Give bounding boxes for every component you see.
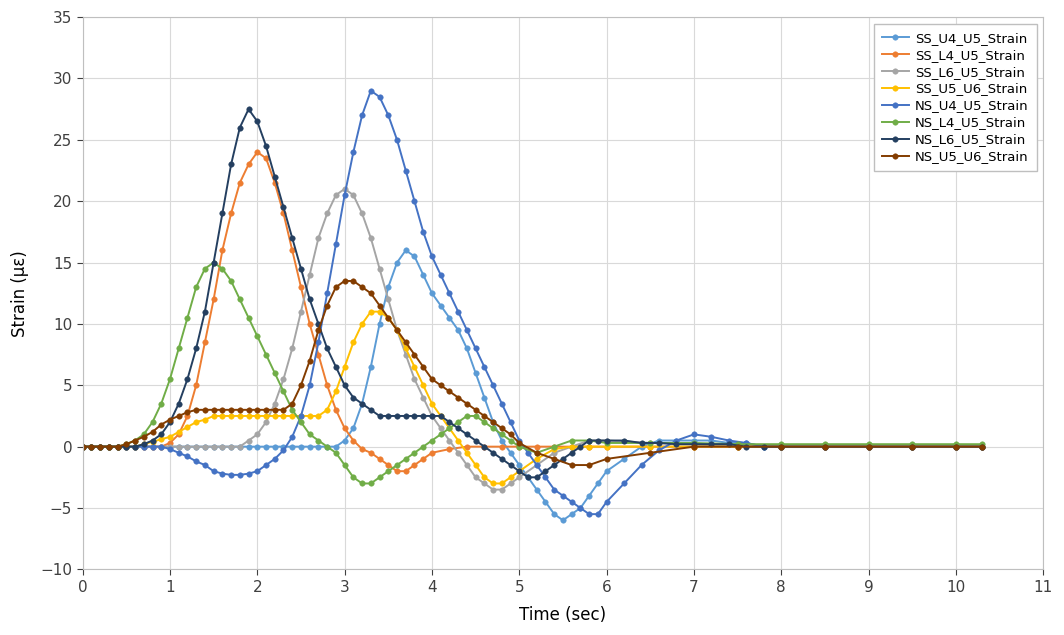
SS_U4_U5_Strain bbox=[976, 443, 988, 450]
SS_U5_U6_Strain bbox=[365, 308, 378, 316]
NS_L6_U5_Strain bbox=[137, 441, 150, 448]
SS_U4_U5_Strain bbox=[504, 449, 517, 457]
NS_U4_U5_Strain bbox=[635, 461, 648, 469]
NS_U4_U5_Strain bbox=[504, 418, 517, 426]
SS_U5_U6_Strain bbox=[207, 412, 220, 420]
SS_U4_U5_Strain bbox=[426, 290, 438, 297]
Line: NS_L4_U5_Strain: NS_L4_U5_Strain bbox=[80, 260, 985, 486]
NS_U5_U6_Strain bbox=[373, 302, 386, 309]
NS_U5_U6_Strain bbox=[687, 443, 700, 450]
NS_U5_U6_Strain bbox=[338, 277, 351, 284]
SS_U5_U6_Strain bbox=[312, 412, 325, 420]
Line: SS_L4_U5_Strain: SS_L4_U5_Strain bbox=[80, 149, 985, 474]
SS_U5_U6_Strain bbox=[687, 443, 700, 450]
SS_L4_U5_Strain bbox=[251, 149, 264, 156]
NS_L4_U5_Strain bbox=[976, 441, 988, 448]
Line: SS_U4_U5_Strain: SS_U4_U5_Strain bbox=[80, 248, 985, 523]
NS_U5_U6_Strain bbox=[976, 443, 988, 450]
NS_L4_U5_Strain bbox=[905, 441, 918, 448]
NS_L6_U5_Strain bbox=[77, 443, 89, 450]
NS_L6_U5_Strain bbox=[312, 320, 325, 328]
SS_L4_U5_Strain bbox=[976, 443, 988, 450]
NS_U5_U6_Strain bbox=[905, 443, 918, 450]
SS_U5_U6_Strain bbox=[905, 443, 918, 450]
NS_U4_U5_Strain bbox=[77, 443, 89, 450]
Line: SS_U5_U6_Strain: SS_U5_U6_Strain bbox=[80, 309, 985, 486]
SS_L6_U5_Strain bbox=[687, 441, 700, 448]
NS_L6_U5_Strain bbox=[426, 412, 438, 420]
SS_L6_U5_Strain bbox=[976, 443, 988, 450]
NS_L4_U5_Strain bbox=[77, 443, 89, 450]
NS_U4_U5_Strain bbox=[137, 443, 150, 450]
SS_U5_U6_Strain bbox=[373, 308, 386, 316]
NS_L6_U5_Strain bbox=[521, 474, 534, 481]
NS_L6_U5_Strain bbox=[504, 461, 517, 469]
SS_U4_U5_Strain bbox=[556, 516, 569, 524]
SS_L6_U5_Strain bbox=[373, 265, 386, 272]
SS_U5_U6_Strain bbox=[976, 443, 988, 450]
NS_U4_U5_Strain bbox=[976, 443, 988, 450]
NS_L4_U5_Strain bbox=[320, 443, 333, 450]
SS_L6_U5_Strain bbox=[486, 486, 499, 493]
NS_U4_U5_Strain bbox=[583, 511, 596, 518]
SS_L4_U5_Strain bbox=[207, 295, 220, 303]
SS_U4_U5_Strain bbox=[137, 443, 150, 450]
NS_L4_U5_Strain bbox=[382, 467, 395, 475]
Line: NS_U5_U6_Strain: NS_U5_U6_Strain bbox=[80, 278, 985, 468]
NS_L4_U5_Strain bbox=[687, 439, 700, 447]
NS_L6_U5_Strain bbox=[530, 474, 543, 481]
SS_L6_U5_Strain bbox=[905, 443, 918, 450]
SS_L4_U5_Strain bbox=[77, 443, 89, 450]
NS_L4_U5_Strain bbox=[216, 265, 229, 272]
NS_U4_U5_Strain bbox=[426, 253, 438, 260]
NS_U5_U6_Strain bbox=[77, 443, 89, 450]
Legend: SS_U4_U5_Strain, SS_L4_U5_Strain, SS_L6_U5_Strain, SS_U5_U6_Strain, NS_U4_U5_Str: SS_U4_U5_Strain, SS_L4_U5_Strain, SS_L6_… bbox=[875, 23, 1036, 171]
SS_L6_U5_Strain bbox=[243, 437, 255, 444]
NS_L4_U5_Strain bbox=[207, 258, 220, 266]
SS_L4_U5_Strain bbox=[243, 161, 255, 168]
SS_U5_U6_Strain bbox=[243, 412, 255, 420]
SS_U5_U6_Strain bbox=[77, 443, 89, 450]
X-axis label: Time (sec): Time (sec) bbox=[519, 606, 606, 624]
SS_L4_U5_Strain bbox=[164, 439, 177, 447]
NS_U4_U5_Strain bbox=[521, 449, 534, 457]
Line: NS_U4_U5_Strain: NS_U4_U5_Strain bbox=[80, 88, 985, 517]
NS_U4_U5_Strain bbox=[365, 87, 378, 95]
NS_L4_U5_Strain bbox=[355, 479, 368, 487]
NS_L6_U5_Strain bbox=[635, 439, 648, 447]
NS_L6_U5_Strain bbox=[976, 443, 988, 450]
Line: SS_L6_U5_Strain: SS_L6_U5_Strain bbox=[80, 186, 985, 492]
Line: NS_L6_U5_Strain: NS_L6_U5_Strain bbox=[80, 107, 985, 480]
SS_U4_U5_Strain bbox=[399, 246, 412, 254]
SS_L4_U5_Strain bbox=[390, 467, 403, 475]
SS_U4_U5_Strain bbox=[303, 443, 316, 450]
NS_U5_U6_Strain bbox=[207, 406, 220, 413]
SS_U4_U5_Strain bbox=[635, 443, 648, 450]
SS_U4_U5_Strain bbox=[521, 474, 534, 481]
NS_L6_U5_Strain bbox=[243, 105, 255, 113]
SS_L6_U5_Strain bbox=[338, 185, 351, 193]
NS_U5_U6_Strain bbox=[312, 326, 325, 334]
NS_U5_U6_Strain bbox=[243, 406, 255, 413]
SS_L4_U5_Strain bbox=[225, 210, 237, 217]
SS_U5_U6_Strain bbox=[486, 479, 499, 487]
NS_L4_U5_Strain bbox=[251, 332, 264, 340]
SS_L6_U5_Strain bbox=[207, 443, 220, 450]
SS_L6_U5_Strain bbox=[312, 234, 325, 242]
Y-axis label: Strain (με): Strain (με) bbox=[11, 250, 29, 337]
SS_L6_U5_Strain bbox=[77, 443, 89, 450]
NS_U4_U5_Strain bbox=[303, 382, 316, 389]
NS_U5_U6_Strain bbox=[565, 461, 578, 469]
SS_U4_U5_Strain bbox=[77, 443, 89, 450]
SS_L4_U5_Strain bbox=[260, 154, 272, 162]
SS_L4_U5_Strain bbox=[417, 455, 430, 463]
